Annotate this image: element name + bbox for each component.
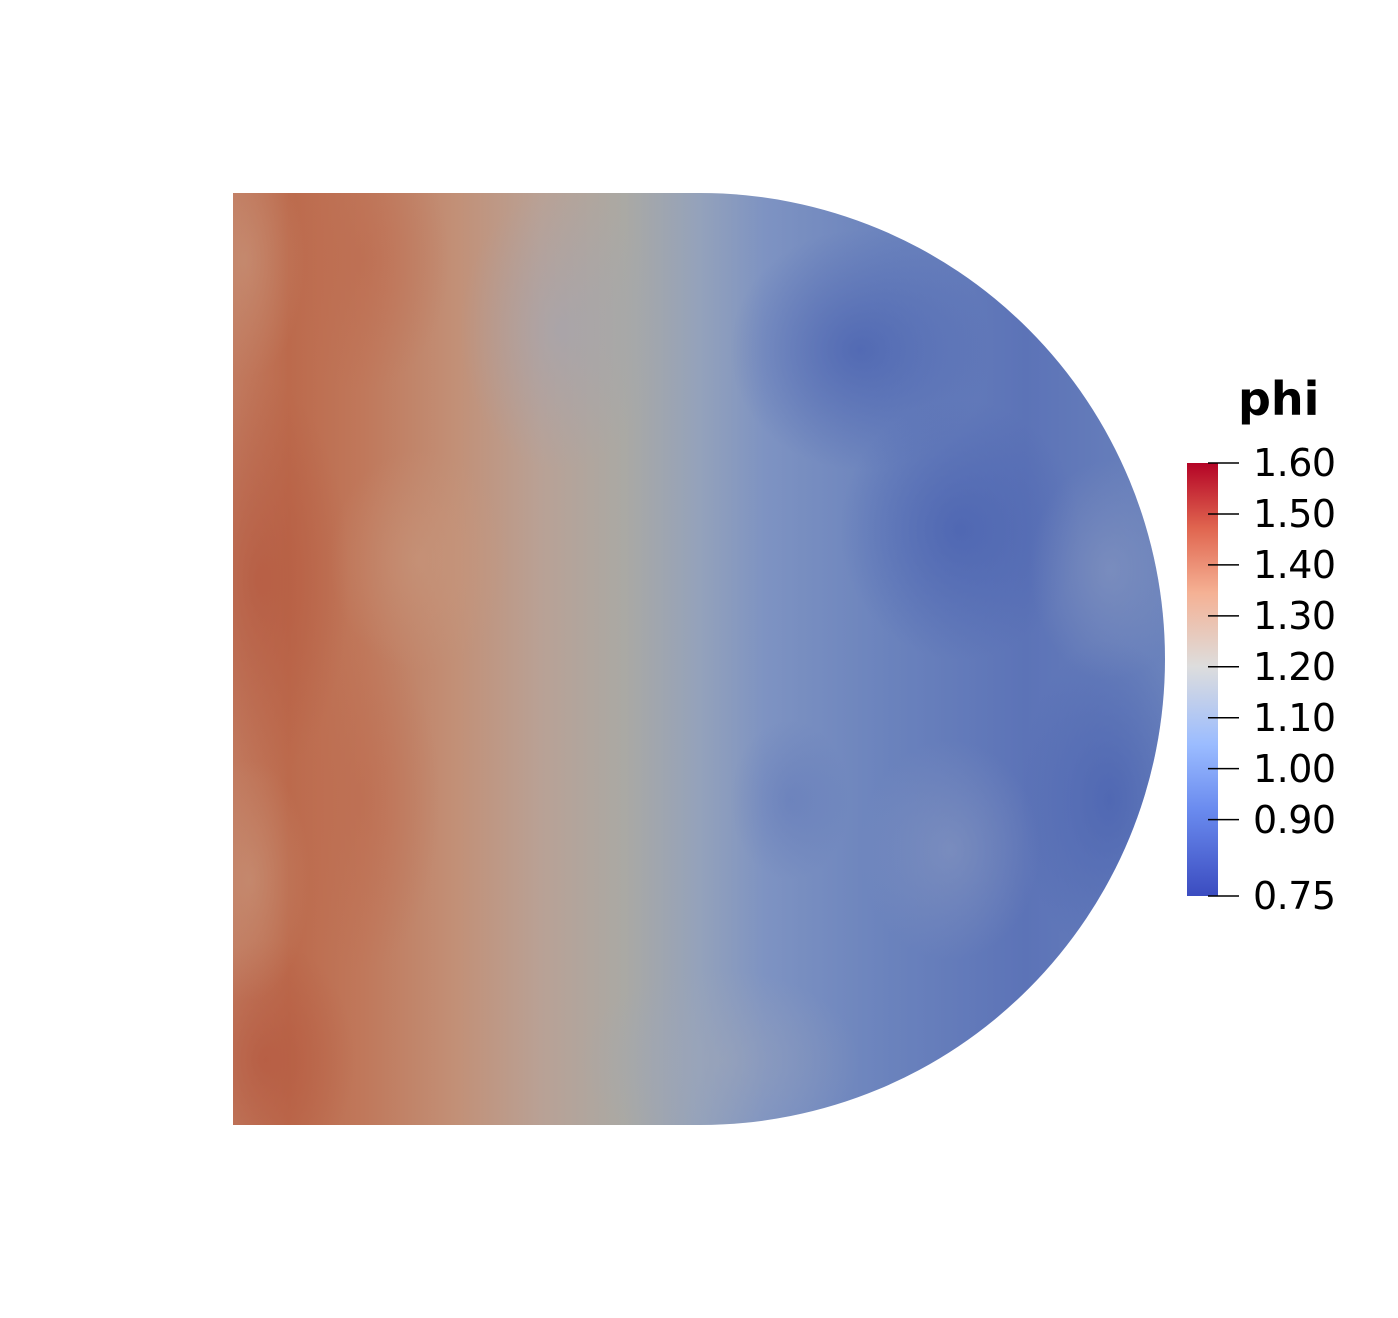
field-blob (730, 720, 850, 880)
scalar-bar-title: phi (1238, 372, 1320, 426)
field-blob (840, 400, 1080, 660)
field-blob (580, 970, 860, 1125)
scalar-bar (1187, 462, 1239, 897)
field-blob (280, 630, 440, 970)
field-blob (460, 193, 660, 470)
field-blob (1030, 460, 1165, 680)
colorbar-tick-label: 1.50 (1253, 491, 1336, 536)
colorbar-tick-label: 1.00 (1253, 746, 1336, 791)
colorbar-tick-label: 1.30 (1253, 593, 1336, 638)
field-blob (270, 193, 450, 390)
colorbar-tick-label: 1.20 (1253, 644, 1336, 689)
field-blob (233, 760, 310, 1000)
field-domain (233, 193, 1165, 1125)
colorbar-tick-label: 1.10 (1253, 695, 1336, 740)
colorbar-tick-label: 0.75 (1253, 874, 1336, 918)
colorbar (1187, 463, 1218, 896)
colorbar-tick-label: 0.90 (1253, 797, 1336, 842)
field-blob (330, 450, 510, 670)
colorbar-ticks (1208, 462, 1239, 897)
field-blob (1020, 640, 1165, 960)
field-blob (233, 940, 355, 1125)
field-blob (233, 193, 305, 380)
colorbar-tick-label: 1.60 (1253, 441, 1336, 485)
colorbar-tick-label: 1.40 (1253, 542, 1336, 587)
field-blob (860, 740, 1040, 960)
